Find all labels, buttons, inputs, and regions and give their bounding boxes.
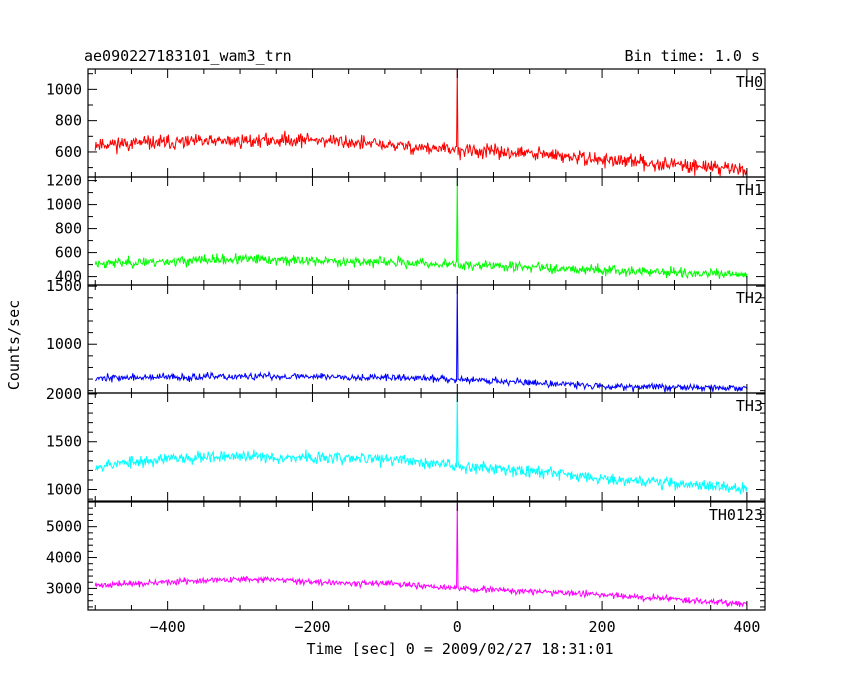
- panel-th1: 400 600 800 1000 1200 TH1: [46, 172, 766, 286]
- panel-frame: [87, 501, 766, 611]
- y-tick-label: 1500: [46, 433, 82, 451]
- y-tick-label: 3000: [46, 579, 82, 597]
- panels-group: 600 800 1000 TH0 400 600 800 1000 1200 TH1 1000 150…: [46, 68, 766, 636]
- x-tick-label: 200: [589, 618, 616, 636]
- y-tick-label: 1200: [46, 172, 82, 190]
- series-line-th2: [95, 286, 748, 393]
- chart-title: ae090227183101_wam3_trn: [84, 47, 292, 65]
- series-line-th0: [94, 69, 748, 177]
- panel-frame: [87, 392, 766, 502]
- legend-th2: TH2: [736, 289, 763, 307]
- y-tick-label: 400: [55, 268, 82, 286]
- panel-th2: 1000 1500 TH2: [46, 277, 766, 394]
- legend-th1: TH1: [736, 181, 763, 199]
- x-axis-label: Time [sec] 0 = 2009/02/27 18:31:01: [306, 640, 613, 658]
- y-tick-label: 4000: [46, 549, 82, 567]
- x-tick-label: 400: [733, 618, 760, 636]
- y-tick-label: 5000: [46, 518, 82, 536]
- bin-time-label: Bin time: 1.0 s: [625, 47, 760, 65]
- legend-th3: TH3: [736, 397, 763, 415]
- legend-th0: TH0: [736, 73, 763, 91]
- y-tick-label: 1000: [46, 335, 82, 353]
- x-tick-label: −400: [150, 618, 186, 636]
- panel-frame: [87, 284, 766, 394]
- panel-th0123: 3000 4000 5000 TH0123: [46, 501, 766, 611]
- y-tick-label: 1000: [46, 196, 82, 214]
- x-tick-label: 0: [453, 618, 462, 636]
- y-tick-label: 1500: [46, 277, 82, 295]
- panel-th3: 1000 1500 2000 TH3: [46, 385, 766, 502]
- y-tick-label: 800: [55, 112, 82, 130]
- y-tick-label: 2000: [46, 385, 82, 403]
- y-tick-label: 1000: [46, 80, 82, 98]
- legend-th0123: TH0123: [709, 506, 763, 524]
- y-tick-label: 600: [55, 244, 82, 262]
- y-tick-label: 800: [55, 220, 82, 238]
- y-axis-label: Counts/sec: [5, 300, 23, 390]
- panel-th0: 600 800 1000 TH0: [46, 68, 766, 178]
- y-tick-label: 600: [55, 143, 82, 161]
- series-line-th1: [94, 178, 748, 280]
- y-tick-label: 1000: [46, 481, 82, 499]
- x-tick-label: −200: [294, 618, 330, 636]
- panel-frame: [87, 68, 766, 178]
- series-line-th3: [94, 393, 748, 495]
- series-line-th0123: [94, 503, 748, 608]
